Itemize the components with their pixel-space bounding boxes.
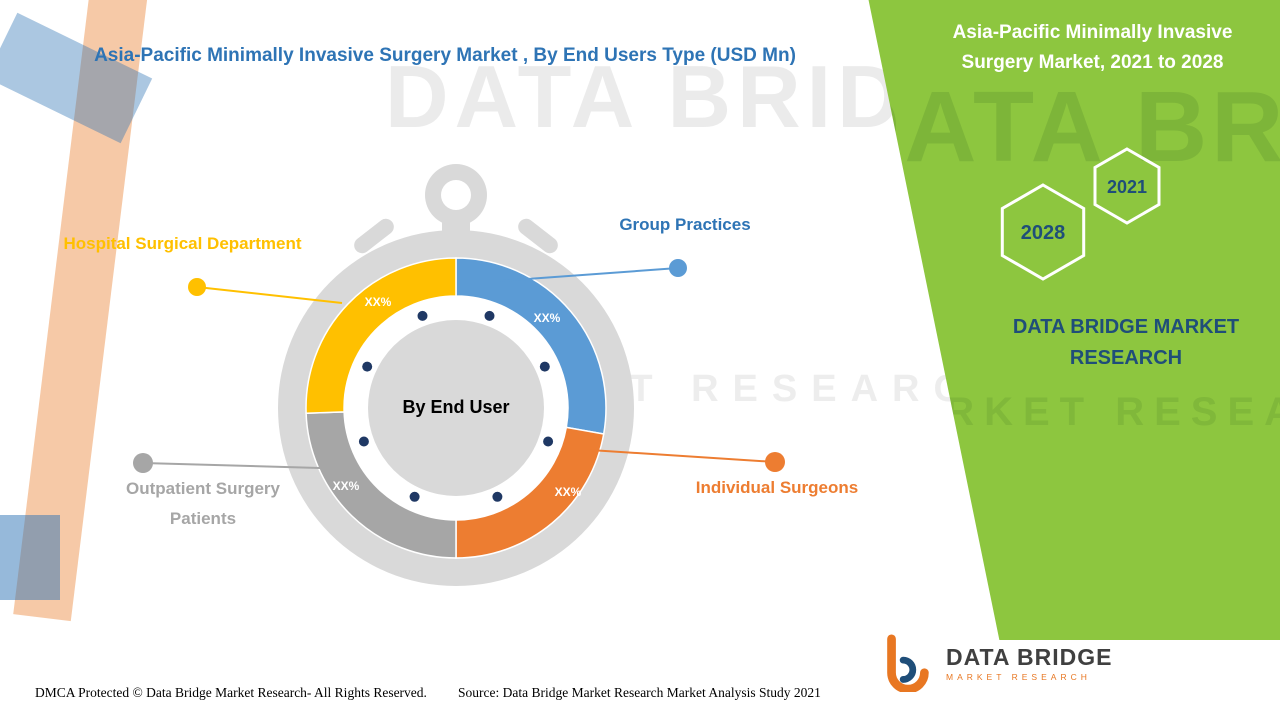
hexagon-year-2028-label: 2028 xyxy=(1020,222,1066,244)
segment-label-individual-surgeons: Individual Surgeons xyxy=(695,478,859,497)
leader-line-individual xyxy=(589,449,776,463)
page-title: Asia-Pacific Minimally Invasive Surgery … xyxy=(94,45,796,66)
footer-source-text: Source: Data Bridge Market Research Mark… xyxy=(458,685,821,700)
hexagon-year-2021-label: 2021 xyxy=(1106,177,1148,197)
segment-hospital-surgical-department xyxy=(305,257,457,414)
leader-dot-outpatient xyxy=(133,453,153,473)
leader-line-outpatient xyxy=(142,462,321,469)
panel-watermark-brand-text: DATA BRIDGE xyxy=(828,71,1280,183)
segment-value-group: XX% xyxy=(533,311,561,325)
data-bridge-logo: DATA BRIDGE MARKET RESEARCH xyxy=(878,634,1112,692)
leader-dot-group xyxy=(669,259,687,277)
tick-dot xyxy=(417,310,428,321)
left-logo-watermark-blue-square xyxy=(0,515,60,600)
tick-dot xyxy=(539,361,550,372)
tick-dot xyxy=(484,310,495,321)
segment-value-outpatient: XX% xyxy=(332,479,360,493)
data-bridge-logo-icon xyxy=(887,634,929,692)
crown-hole xyxy=(441,180,471,210)
tick-dot xyxy=(362,361,373,372)
segment-value-individual: XX% xyxy=(554,485,582,499)
donut-center-label: By End User xyxy=(402,397,510,417)
segment-label-group-practices: Group Practices xyxy=(619,215,751,234)
leader-line-group xyxy=(499,267,679,282)
logo-name: DATA BRIDGE xyxy=(946,644,1113,670)
crown-lug-right xyxy=(518,218,558,254)
segment-label-hospital-surgical-department: Hospital Surgical Department xyxy=(63,234,302,253)
hexagon-2028 xyxy=(1000,183,1086,281)
logo-orange-swoosh xyxy=(887,634,929,692)
tick-dot xyxy=(358,436,369,447)
leader-dot-hospital xyxy=(188,278,206,296)
logo-text-block: DATA BRIDGE MARKET RESEARCH xyxy=(946,644,1112,682)
segment-label-outpatient-surgery-patients: Outpatient Surgery Patients xyxy=(126,479,280,528)
logo-blue-arc xyxy=(899,656,917,683)
tick-dot xyxy=(543,436,554,447)
side-panel-brand-text: DATA BRIDGE MARKET RESEARCH xyxy=(1012,316,1240,369)
leader-line-hospital xyxy=(196,286,343,304)
segment-value-hospital: XX% xyxy=(364,295,392,309)
center-disc xyxy=(368,320,544,496)
tick-dot xyxy=(492,491,503,502)
tick-dot xyxy=(409,491,420,502)
footer-dmca-text: DMCA Protected © Data Bridge Market Rese… xyxy=(35,685,427,700)
side-panel-heading: Asia-Pacific Minimally Invasive Surgery … xyxy=(952,22,1233,73)
logo-tagline: MARKET RESEARCH xyxy=(946,672,1091,682)
hexagon-2021 xyxy=(1093,147,1161,225)
crown-lug-left xyxy=(354,218,394,254)
leader-dot-individual xyxy=(765,452,785,472)
